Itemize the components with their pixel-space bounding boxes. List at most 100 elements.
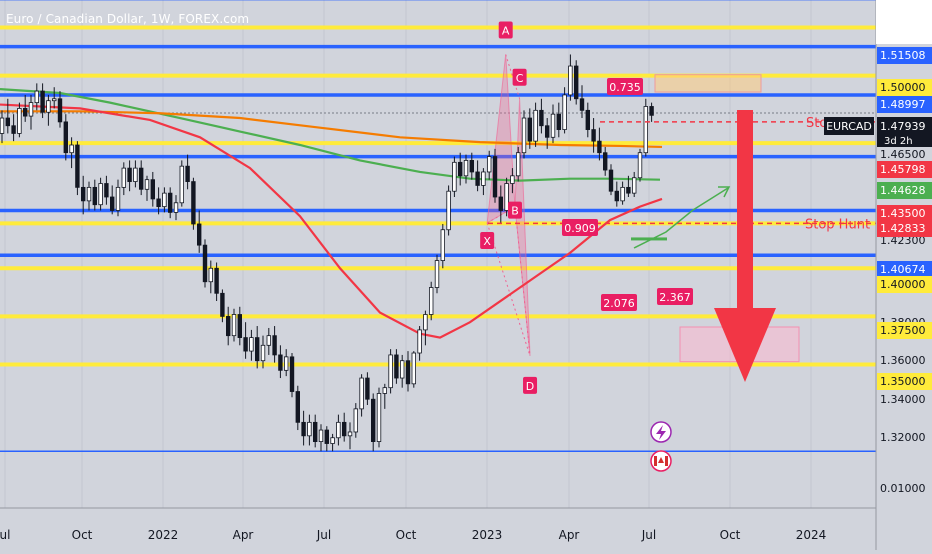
ratio-label-0909: 0.909 bbox=[564, 222, 596, 235]
current-price: 1.47939 bbox=[880, 120, 926, 133]
candle-body bbox=[556, 113, 561, 130]
price-tag-bg bbox=[877, 322, 932, 339]
candle-body bbox=[376, 393, 382, 443]
candle-body bbox=[0, 117, 5, 134]
down-arrow-head bbox=[714, 308, 776, 382]
x-tick-label: 2024 bbox=[796, 528, 827, 542]
candle-body bbox=[434, 260, 440, 288]
time-axis[interactable]: ul Oct 2022 Apr Jul Oct 2023 Apr Jul Oct 2024 bbox=[0, 507, 876, 542]
canada-flag-icon-leaf bbox=[658, 457, 664, 463]
candle-body bbox=[307, 421, 312, 437]
ratio-label-0735-bg bbox=[607, 78, 643, 95]
price-tag: 1.51508 bbox=[880, 49, 926, 62]
candle-body bbox=[492, 156, 498, 198]
price-tag: 1.45798 bbox=[880, 163, 926, 176]
price-tag: 1.42833 bbox=[880, 222, 926, 235]
price-tag-bg bbox=[877, 161, 932, 178]
candle-body bbox=[138, 167, 144, 190]
candle-body bbox=[220, 292, 225, 317]
candle-body bbox=[504, 183, 509, 211]
current-countdown: 3d 2h bbox=[884, 136, 913, 147]
ratio-label-0735: 0.735 bbox=[609, 81, 641, 94]
candle-body bbox=[591, 129, 596, 142]
candle-body bbox=[347, 431, 353, 437]
candle-body bbox=[11, 125, 16, 134]
candle-body bbox=[417, 329, 422, 354]
candle-body bbox=[324, 429, 329, 444]
x-tick-label: Oct bbox=[396, 528, 417, 542]
lightning-icon-bolt bbox=[656, 425, 666, 440]
moving-averages bbox=[0, 88, 663, 339]
point-label-b-bg bbox=[507, 201, 522, 219]
candle-body bbox=[446, 190, 451, 231]
candle-body bbox=[86, 186, 92, 202]
x-tick-label: 2023 bbox=[472, 528, 503, 542]
candle-body bbox=[452, 161, 457, 192]
point-label-c: C bbox=[516, 72, 524, 85]
candle-body bbox=[330, 437, 335, 444]
candle-body bbox=[289, 356, 295, 392]
candle-body bbox=[574, 65, 579, 100]
candle-body bbox=[266, 335, 271, 346]
price-tag-bg bbox=[877, 79, 932, 96]
candle-body bbox=[608, 169, 614, 192]
resistance-zone bbox=[654, 74, 762, 93]
point-label-a: A bbox=[502, 24, 510, 37]
y-tick-label: 1.32000 bbox=[880, 431, 926, 444]
ratio-label-2076-bg bbox=[601, 294, 637, 311]
y-tick-label: 1.42300 bbox=[880, 234, 926, 247]
price-tag-bg bbox=[877, 276, 932, 293]
point-label-b: B bbox=[511, 205, 519, 218]
candle-body bbox=[81, 186, 86, 202]
candle-body bbox=[17, 108, 22, 134]
ma-red-line bbox=[0, 103, 663, 339]
candle-body bbox=[185, 165, 190, 182]
ma-orange-line bbox=[0, 110, 663, 149]
x-tick-label: Jul bbox=[641, 528, 656, 542]
candle-body bbox=[388, 354, 393, 389]
candle-body bbox=[208, 267, 213, 283]
candle-body bbox=[301, 421, 306, 437]
candle-body bbox=[283, 356, 289, 371]
candle-body bbox=[52, 98, 57, 102]
price-tag-bg bbox=[877, 96, 932, 113]
current-symbol: EURCAD bbox=[826, 120, 872, 133]
candle-body bbox=[196, 223, 202, 246]
candle-body bbox=[603, 152, 608, 171]
price-tag-bg bbox=[877, 182, 932, 199]
candle-body bbox=[92, 186, 97, 206]
price-tag-bg bbox=[877, 220, 932, 237]
candle-body bbox=[295, 391, 300, 423]
ratio-line-xd bbox=[486, 222, 531, 357]
candle-body bbox=[272, 335, 277, 356]
x-tick-label: Oct bbox=[72, 528, 93, 542]
candle-body bbox=[173, 202, 179, 213]
ratio-line-bd bbox=[514, 206, 531, 356]
candle-body bbox=[312, 421, 318, 442]
current-price-bg bbox=[877, 117, 932, 147]
candle-body bbox=[359, 377, 364, 410]
candle-body bbox=[167, 192, 173, 213]
candle-body bbox=[521, 117, 527, 154]
candlesticks bbox=[0, 54, 654, 452]
x-tick-label: Jul bbox=[316, 528, 331, 542]
price-tag: 1.37500 bbox=[880, 324, 926, 337]
candle-body bbox=[440, 229, 445, 261]
price-tag-bg bbox=[877, 373, 932, 390]
candle-body bbox=[237, 314, 242, 338]
candle-body bbox=[318, 429, 324, 443]
price-tag: 1.50000 bbox=[880, 81, 926, 94]
x-tick-label: Apr bbox=[559, 528, 580, 542]
candle-body bbox=[405, 360, 411, 385]
candle-body bbox=[5, 117, 10, 127]
candle-body bbox=[202, 244, 208, 283]
price-axis[interactable]: 1.540001.525001.515081.500001.489971.465… bbox=[824, 0, 932, 550]
candle-body bbox=[527, 117, 532, 142]
candle-body bbox=[475, 171, 480, 186]
candle-body bbox=[533, 109, 538, 142]
top-right-panel bbox=[876, 0, 932, 44]
candle-body bbox=[40, 90, 45, 113]
